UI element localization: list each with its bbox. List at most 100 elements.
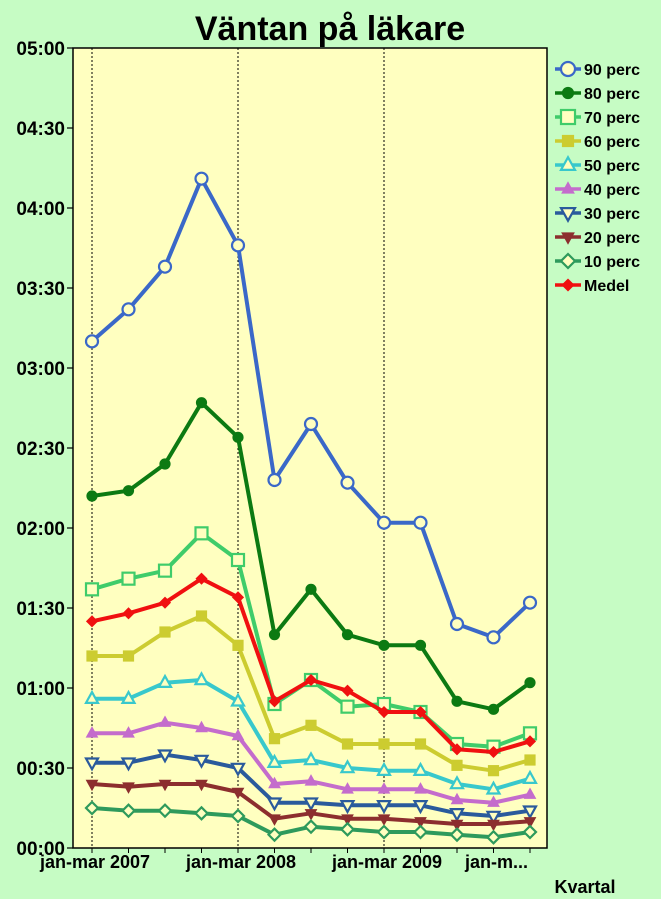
- data-point: [86, 490, 98, 502]
- series-80-perc: [86, 397, 536, 715]
- data-point: [413, 515, 428, 530]
- data-point: [195, 572, 208, 585]
- data-point: [522, 769, 538, 784]
- y-axis-ticks: 00:00 00:30 01:00 01:30 02:00 02:30 03:00 03:30…: [16, 39, 73, 860]
- data-point: [158, 596, 172, 609]
- data-point: [266, 827, 283, 843]
- data-point: [412, 761, 429, 776]
- data-point: [450, 743, 464, 756]
- data-point: [195, 720, 208, 733]
- data-point: [451, 695, 463, 707]
- data-point: [158, 779, 172, 792]
- legend-entry-label: 90 perc: [584, 62, 640, 79]
- legend-entry-label: 40 perc: [584, 182, 640, 199]
- data-point: [303, 797, 319, 812]
- data-point: [120, 757, 137, 772]
- data-point: [377, 814, 391, 826]
- series-20-perc: [85, 779, 537, 832]
- data-point: [341, 738, 354, 750]
- data-point: [449, 775, 465, 790]
- y-tick-label: 02:30: [16, 439, 65, 460]
- data-point: [377, 782, 391, 794]
- data-point: [195, 397, 208, 409]
- data-point: [268, 695, 281, 708]
- data-point: [85, 779, 99, 792]
- data-point: [450, 819, 464, 832]
- data-point: [193, 805, 210, 821]
- y-tick-label: 05:00: [16, 39, 65, 60]
- data-point: [84, 582, 100, 597]
- data-point: [449, 808, 465, 823]
- legend-swatch-marker: [561, 181, 575, 194]
- data-point: [303, 416, 319, 432]
- data-point: [340, 699, 355, 714]
- data-point: [304, 673, 318, 687]
- data-point: [84, 689, 100, 704]
- data-point: [268, 629, 281, 641]
- data-point: [524, 677, 536, 689]
- series-60-perc: [86, 610, 536, 777]
- data-point: [157, 259, 173, 274]
- series-30-perc: [84, 749, 538, 825]
- data-point: [304, 774, 318, 786]
- data-point: [341, 782, 354, 794]
- data-point: [230, 238, 246, 253]
- data-point: [523, 735, 537, 748]
- chart-title: Väntan på läkare: [195, 10, 465, 48]
- x-tick-label: jan-mar 2009: [331, 852, 442, 872]
- data-point: [85, 615, 99, 628]
- data-point: [230, 808, 246, 824]
- legend-swatch-marker: [561, 232, 575, 245]
- data-point: [231, 728, 245, 741]
- data-point: [86, 650, 98, 662]
- data-point: [120, 689, 137, 704]
- legend-entry-label: 50 perc: [584, 158, 640, 175]
- legend-swatch-marker: [561, 134, 575, 148]
- legend-swatch-marker: [559, 155, 577, 171]
- data-point: [230, 762, 246, 777]
- data-point: [341, 684, 354, 697]
- data-point: [485, 810, 502, 825]
- series-40-perc: [85, 715, 537, 807]
- legend-entry-label: 70 perc: [584, 110, 640, 127]
- data-point: [303, 819, 319, 835]
- legend-entry-label: Medel: [584, 278, 629, 295]
- data-point: [450, 792, 464, 805]
- data-point: [414, 639, 427, 651]
- data-point: [485, 829, 502, 845]
- data-point: [522, 595, 538, 610]
- data-point: [305, 583, 317, 595]
- data-point: [487, 703, 500, 715]
- data-point: [195, 779, 208, 792]
- y-tick-label: 01:30: [16, 599, 65, 620]
- y-tick-label: 00:30: [16, 759, 65, 780]
- plot-area: [72, 47, 548, 849]
- data-point: [376, 515, 392, 530]
- data-point: [522, 824, 538, 840]
- data-point: [378, 738, 390, 750]
- data-point: [376, 800, 392, 815]
- data-point: [449, 616, 465, 632]
- data-point: [267, 472, 282, 488]
- data-point: [84, 757, 100, 772]
- data-point: [122, 782, 135, 794]
- data-point: [85, 726, 99, 738]
- data-point: [377, 705, 391, 719]
- data-point: [195, 610, 208, 622]
- legend-swatch-marker: [559, 207, 577, 223]
- data-point: [451, 759, 463, 771]
- legend-entry-label: 10 perc: [584, 254, 640, 271]
- data-point: [341, 629, 354, 641]
- legend-swatch-marker: [559, 252, 577, 270]
- legend-swatch-marker: [559, 60, 577, 78]
- data-point: [84, 800, 100, 816]
- data-point: [159, 626, 171, 638]
- data-point: [120, 803, 137, 819]
- data-point: [303, 751, 319, 766]
- data-point: [487, 795, 500, 807]
- data-point: [232, 431, 244, 443]
- data-point: [231, 787, 245, 800]
- data-point: [414, 817, 427, 829]
- data-point: [266, 753, 283, 768]
- y-tick-label: 04:30: [16, 119, 65, 140]
